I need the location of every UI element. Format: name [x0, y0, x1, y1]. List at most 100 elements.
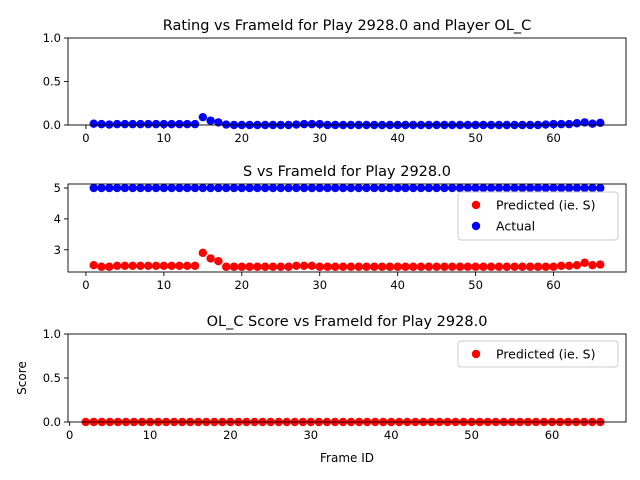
data-point: [206, 183, 215, 193]
data-point: [354, 183, 363, 193]
data-point: [120, 183, 130, 193]
x-tick-label: 40: [390, 278, 405, 292]
data-point: [549, 119, 558, 129]
data-point: [572, 119, 582, 128]
data-point: [198, 112, 208, 122]
data-point: [580, 183, 589, 193]
data-point: [541, 262, 550, 271]
data-point: [588, 183, 597, 193]
data-point: [588, 119, 597, 128]
data-point: [112, 183, 122, 193]
data-point: [144, 183, 153, 193]
y-tick-label: 1.0: [43, 327, 61, 341]
data-point: [292, 261, 301, 271]
data-point: [214, 256, 223, 266]
data-point: [167, 183, 176, 193]
data-point: [89, 261, 98, 270]
data-point: [105, 183, 114, 193]
legend-label: Predicted (ie. S): [496, 198, 595, 213]
data-point: [533, 262, 543, 271]
data-point: [299, 183, 309, 193]
data-point: [183, 183, 192, 193]
data-point: [183, 261, 192, 271]
data-point: [331, 262, 340, 271]
data-point: [494, 262, 504, 271]
data-point: [214, 183, 223, 193]
data-point: [245, 183, 254, 193]
y-tick-label: 1.0: [43, 31, 61, 45]
data-point: [175, 261, 184, 271]
data-point: [463, 262, 472, 271]
legend-marker: [471, 200, 481, 210]
data-point: [479, 262, 488, 271]
data-point: [424, 262, 434, 271]
data-point: [323, 183, 332, 193]
data-point: [448, 262, 457, 271]
x-tick-label: 50: [468, 131, 483, 145]
data-point: [190, 119, 200, 129]
axes-frame: [67, 333, 627, 423]
chart-title: OL_C Score vs FrameId for Play 2928.0: [207, 314, 488, 330]
legend-box: [457, 191, 619, 241]
data-point: [440, 262, 449, 271]
x-tick-label: 60: [546, 131, 561, 145]
data-point: [510, 183, 519, 193]
data-point: [416, 183, 426, 193]
data-point: [120, 119, 130, 129]
data-point: [159, 261, 169, 271]
data-point: [222, 262, 231, 271]
data-point: [144, 119, 153, 129]
y-axis-label: Score: [15, 361, 29, 395]
data-point: [89, 183, 98, 193]
x-tick-label: 30: [312, 131, 327, 145]
data-point: [97, 262, 106, 271]
x-tick-label: 0: [82, 131, 89, 145]
data-point: [276, 183, 285, 193]
data-point: [175, 183, 184, 193]
data-point: [307, 119, 317, 129]
y-tick-label: 0.5: [43, 371, 61, 385]
data-point: [580, 258, 589, 267]
x-tick-label: 20: [234, 278, 249, 292]
data-point: [89, 119, 98, 128]
x-tick-label: 10: [157, 131, 172, 145]
data-point: [229, 262, 239, 271]
data-point: [416, 262, 426, 271]
data-point: [136, 261, 145, 271]
data-point: [486, 262, 496, 271]
subplot-rating: Rating vs FrameId for Play 2928.0 and Pl…: [43, 18, 627, 145]
data-point: [448, 183, 457, 193]
x-tick-label: 0: [82, 278, 89, 292]
data-point: [377, 262, 387, 271]
data-point: [370, 262, 379, 271]
data-point: [362, 262, 371, 271]
data-point: [128, 119, 137, 129]
x-axis-label: Frame ID: [320, 451, 374, 465]
data-point: [455, 183, 465, 193]
data-point: [564, 261, 574, 271]
data-point: [572, 183, 582, 193]
data-point: [260, 183, 270, 193]
chart-title: S vs FrameId for Play 2928.0: [243, 164, 451, 180]
data-point: [167, 119, 176, 129]
data-point: [557, 261, 566, 271]
data-point: [486, 183, 496, 193]
data-point: [268, 183, 278, 193]
data-point: [229, 183, 239, 193]
data-point: [331, 183, 340, 193]
data-point: [518, 183, 527, 193]
data-point: [557, 183, 566, 193]
y-tick-label: 0.5: [43, 75, 61, 89]
data-point: [385, 183, 395, 193]
data-point: [455, 262, 465, 271]
data-point: [518, 262, 527, 271]
data-point: [159, 183, 169, 193]
data-point: [128, 183, 137, 193]
data-point: [338, 183, 348, 193]
x-tick-label: 50: [464, 428, 479, 442]
legend-marker: [471, 221, 481, 231]
data-point: [596, 260, 605, 269]
y-tick-label: 3: [54, 243, 61, 257]
data-point: [502, 262, 511, 271]
data-point: [494, 183, 504, 193]
